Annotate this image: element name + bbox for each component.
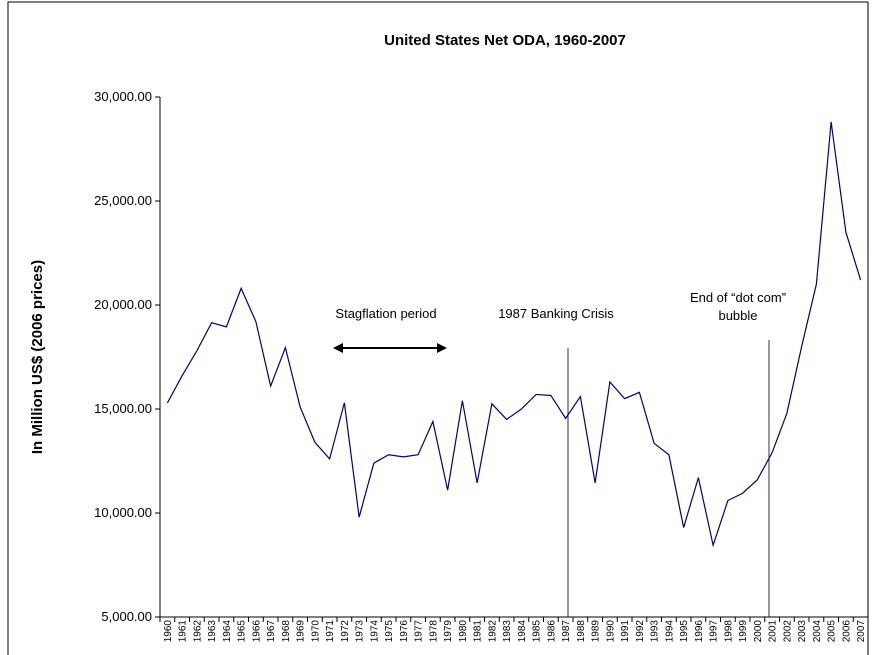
x-tick-label: 1999 (738, 620, 749, 643)
x-tick-label: 1961 (178, 620, 189, 643)
x-tick-label: 1994 (664, 620, 675, 643)
x-tick-label: 2000 (753, 620, 764, 643)
y-axis-label: In Million US$ (2006 prices) (29, 260, 46, 454)
x-tick-label: 1977 (414, 620, 425, 643)
x-tick-label: 1975 (384, 620, 395, 643)
x-tick-label: 1989 (591, 620, 602, 643)
x-tick-label: 1987 (561, 620, 572, 643)
x-tick-label: 1970 (310, 620, 321, 643)
x-tick-label: 1972 (340, 620, 351, 643)
y-tick-label: 10,000.00 (94, 505, 152, 520)
x-tick-label: 1974 (369, 620, 380, 643)
x-tick-label: 2001 (768, 620, 779, 643)
x-tick-label: 1993 (650, 620, 661, 643)
data-line (166, 121, 862, 548)
x-tick-label: 1995 (679, 620, 690, 643)
x-tick-label: 2005 (827, 620, 838, 643)
y-tick-label: 30,000.00 (94, 89, 152, 104)
x-tick-label: 1990 (605, 620, 616, 643)
double-arrow (333, 343, 447, 353)
x-tick-label: 1984 (517, 620, 528, 643)
x-tick-label: 1991 (620, 620, 631, 643)
y-tick-label: 15,000.00 (94, 401, 152, 416)
y-tick-label: 20,000.00 (94, 297, 152, 312)
y-tick-label: 5,000.00 (101, 609, 152, 624)
x-tick-label: 1976 (399, 620, 410, 643)
x-tick-label: 1962 (192, 620, 203, 643)
annotation: Stagflation period (335, 306, 436, 321)
x-tick-label: 1978 (428, 620, 439, 643)
x-tick-label: 1968 (281, 620, 292, 643)
x-tick-label: 1963 (207, 620, 218, 643)
x-tick-label: 1965 (237, 620, 248, 643)
annotation: End of “dot com” (690, 290, 786, 305)
x-tick-label: 1971 (325, 620, 336, 643)
x-tick-label: 1973 (355, 620, 366, 643)
x-tick-label: 1988 (576, 620, 587, 643)
x-tick-label: 1992 (635, 620, 646, 643)
x-tick-label: 1980 (458, 620, 469, 643)
x-tick-label: 1986 (546, 620, 557, 643)
x-tick-label: 1981 (473, 620, 484, 643)
x-tick-label: 1998 (723, 620, 734, 643)
x-tick-label: 1964 (222, 620, 233, 643)
x-tick-label: 1979 (443, 620, 454, 643)
x-tick-label: 2003 (797, 620, 808, 643)
x-tick-label: 2007 (856, 620, 867, 643)
x-tick-label: 1960 (163, 620, 174, 643)
x-tick-label: 2002 (782, 620, 793, 643)
x-tick-label: 1966 (251, 620, 262, 643)
x-tick-label: 1983 (502, 620, 513, 643)
annotation: bubble (718, 308, 757, 323)
x-tick-label: 1996 (694, 620, 705, 643)
chart-title: United States Net ODA, 1960-2007 (384, 32, 626, 49)
x-tick-label: 1982 (487, 620, 498, 643)
chart-frame (7, 1, 869, 655)
x-tick-label: 2004 (812, 620, 823, 643)
x-tick-label: 1985 (532, 620, 543, 643)
x-tick-label: 2006 (841, 620, 852, 643)
x-tick-label: 1997 (709, 620, 720, 643)
annotation: 1987 Banking Crisis (498, 306, 614, 321)
y-tick-label: 25,000.00 (94, 193, 152, 208)
x-tick-label: 1967 (266, 620, 277, 643)
x-tick-label: 1969 (296, 620, 307, 643)
